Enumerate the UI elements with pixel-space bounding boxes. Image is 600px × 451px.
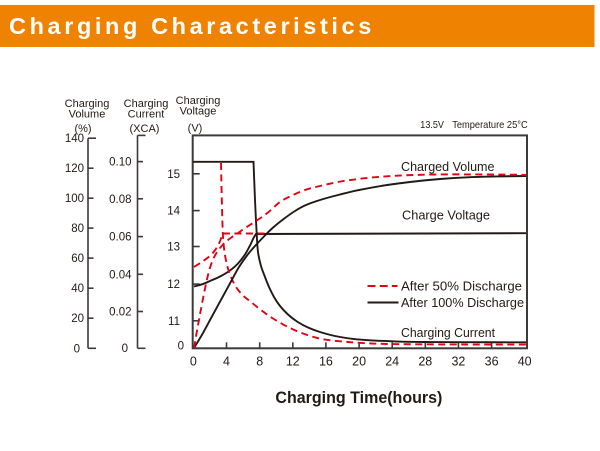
svg-text:0.10: 0.10 [109,157,131,169]
svg-text:4: 4 [223,355,230,369]
svg-text:32: 32 [451,355,465,369]
svg-text:28: 28 [418,355,432,369]
svg-text:80: 80 [71,223,84,235]
svg-text:24: 24 [385,355,399,369]
svg-text:8: 8 [256,355,263,369]
svg-text:Volume: Volume [69,109,106,121]
svg-text:14: 14 [167,206,180,218]
svg-text:0.08: 0.08 [109,194,131,206]
svg-text:(XCA): (XCA) [130,123,160,135]
svg-text:0.04: 0.04 [109,269,132,281]
svg-text:100: 100 [65,193,84,205]
svg-text:0: 0 [190,355,197,369]
svg-text:13: 13 [167,242,180,254]
svg-text:Voltage: Voltage [180,106,217,118]
svg-text:Charged Volume: Charged Volume [401,159,495,174]
svg-text:13.5V: 13.5V [420,120,444,131]
svg-text:12: 12 [286,355,300,369]
svg-text:0: 0 [178,341,184,353]
svg-text:20: 20 [71,313,84,325]
svg-text:Charging: Charging [124,98,169,110]
svg-text:20: 20 [352,355,366,369]
svg-text:After 100% Discharge: After 100% Discharge [401,295,524,310]
svg-text:40: 40 [71,283,84,295]
svg-text:Charging: Charging [65,98,110,110]
svg-text:11: 11 [168,316,180,328]
svg-text:Temperature 25°C: Temperature 25°C [452,120,528,131]
svg-text:(V): (V) [188,123,203,135]
svg-text:16: 16 [319,355,333,369]
svg-text:Charging: Charging [176,95,221,107]
svg-text:Charging Time(hours): Charging Time(hours) [275,389,442,407]
svg-text:36: 36 [485,355,499,369]
svg-text:0: 0 [74,343,80,355]
svg-text:0.02: 0.02 [109,307,131,319]
svg-text:0: 0 [122,343,128,355]
svg-text:Charging Current: Charging Current [401,325,495,340]
svg-text:120: 120 [65,163,84,175]
svg-text:Charge Voltage: Charge Voltage [402,208,490,223]
svg-text:12: 12 [167,279,180,291]
svg-text:140: 140 [65,133,84,145]
svg-text:Charging Characteristics: Charging Characteristics [9,13,375,39]
svg-text:(%): (%) [74,123,91,135]
svg-text:60: 60 [71,253,84,265]
svg-text:After 50% Discharge: After 50% Discharge [401,278,522,293]
svg-text:40: 40 [518,355,532,369]
svg-text:Current: Current [128,109,165,121]
svg-text:0.06: 0.06 [109,232,131,244]
svg-text:15: 15 [167,169,180,181]
